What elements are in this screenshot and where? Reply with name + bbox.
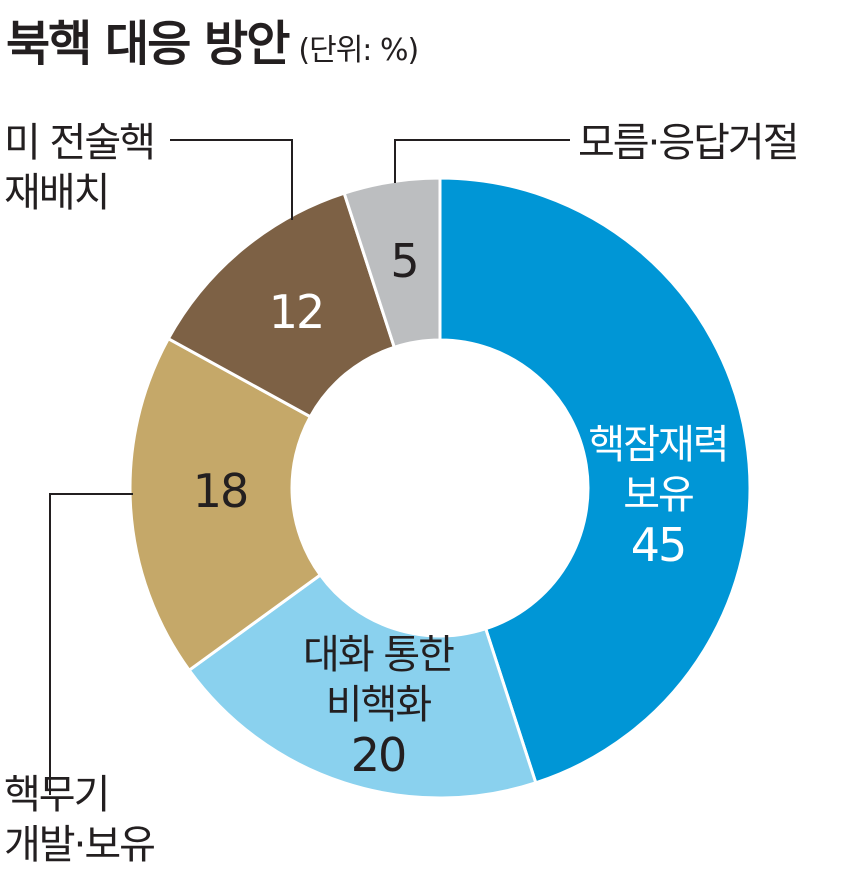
leader-lines xyxy=(49,139,570,795)
value-weapons-dev: 18 xyxy=(192,464,250,518)
slice-weapons-dev xyxy=(128,336,323,673)
label-weapons-dev-line2: 개발·보유 xyxy=(4,822,156,868)
label-unknown-line1: 모름·응답거절 xyxy=(578,120,800,166)
label-tactical-nukes-line2: 재배치 xyxy=(4,170,110,216)
slice-nuclear-potential xyxy=(438,176,752,785)
chart-title: 북핵 대응 방안 xyxy=(6,16,290,72)
leader-line-weapons-dev xyxy=(49,493,133,795)
slice-unknown xyxy=(342,176,442,350)
label-dialogue: 대화 통한 비핵화 20 xyxy=(303,630,455,782)
chart-header: 북핵 대응 방안 (단위: %) xyxy=(6,4,419,74)
label-tactical-nukes: 미 전술핵 재배치 xyxy=(4,118,156,218)
chart-unit: (단위: %) xyxy=(298,33,419,68)
slice-dialogue xyxy=(187,572,538,800)
label-weapons-dev-line1: 핵무기 xyxy=(4,772,110,818)
label-nuclear-potential-line1: 핵잠재력 xyxy=(588,422,729,468)
label-dialogue-line2: 비핵화 xyxy=(325,682,432,728)
donut-slices xyxy=(128,176,752,800)
label-dialogue-line1: 대화 통한 xyxy=(303,632,455,678)
label-unknown-value-wrap: 5 xyxy=(390,234,419,288)
value-nuclear-potential: 45 xyxy=(630,518,688,572)
label-unknown: 모름·응답거절 xyxy=(578,118,800,168)
label-weapons-dev: 핵무기 개발·보유 xyxy=(4,770,156,870)
value-unknown: 5 xyxy=(390,234,419,288)
label-tactical-nukes-line1: 미 전술핵 xyxy=(4,120,156,166)
label-nuclear-potential-line2: 보유 xyxy=(623,472,695,518)
leader-line-tactical-nukes xyxy=(170,139,293,220)
label-weapons-dev-value-wrap: 18 xyxy=(192,464,250,518)
value-tactical-nukes: 12 xyxy=(268,285,326,339)
label-tactical-nukes-value-wrap: 12 xyxy=(268,285,326,339)
label-nuclear-potential: 핵잠재력 보유 45 xyxy=(588,420,729,572)
value-dialogue: 20 xyxy=(350,728,408,782)
leader-line-unknown xyxy=(394,139,570,183)
